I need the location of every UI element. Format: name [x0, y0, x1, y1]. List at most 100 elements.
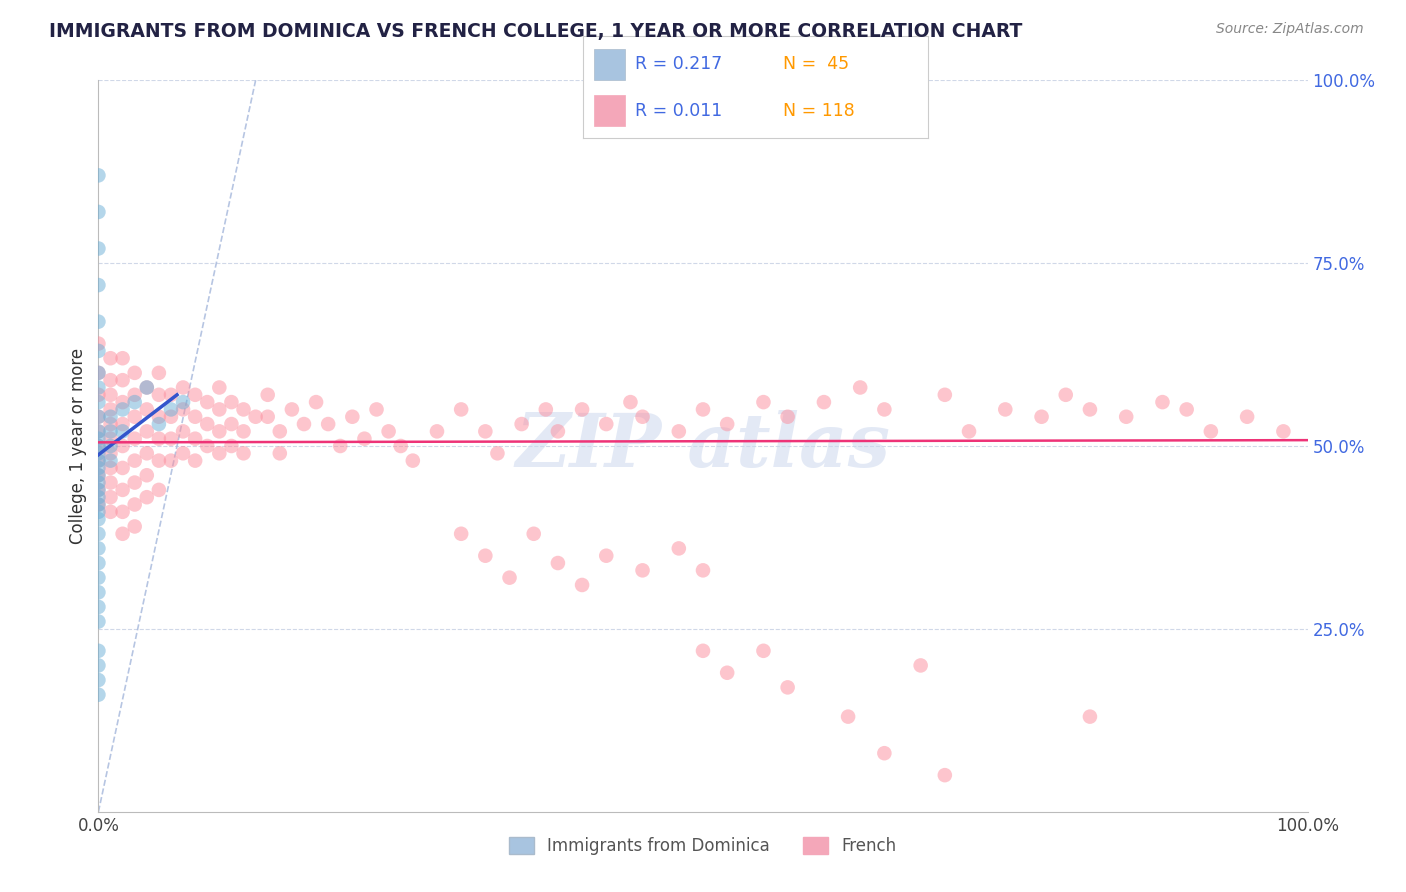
- Point: [87, 425, 110, 439]
- Point: [87, 315, 110, 329]
- Point: [160, 409, 183, 424]
- Point: [111, 402, 134, 417]
- Point: [232, 425, 254, 439]
- Point: [353, 432, 375, 446]
- Point: [148, 417, 170, 431]
- Point: [87, 512, 110, 526]
- Point: [100, 373, 122, 387]
- Point: [135, 425, 157, 439]
- Point: [87, 483, 110, 497]
- Point: [100, 453, 122, 467]
- Point: [329, 439, 352, 453]
- Point: [184, 388, 207, 402]
- Point: [87, 409, 110, 424]
- Point: [172, 402, 194, 417]
- Point: [776, 681, 799, 695]
- Point: [450, 526, 472, 541]
- Point: [87, 498, 110, 512]
- Point: [87, 505, 110, 519]
- Point: [957, 425, 980, 439]
- Point: [87, 556, 110, 570]
- Point: [305, 395, 328, 409]
- Point: [111, 439, 134, 453]
- Point: [534, 402, 557, 417]
- Point: [100, 490, 122, 504]
- Point: [100, 432, 122, 446]
- Point: [752, 395, 775, 409]
- Point: [87, 205, 110, 219]
- Point: [111, 351, 134, 366]
- Point: [87, 336, 110, 351]
- Point: [87, 615, 110, 629]
- Point: [523, 526, 546, 541]
- Point: [148, 409, 170, 424]
- Point: [256, 409, 278, 424]
- Point: [1199, 425, 1222, 439]
- Point: [124, 409, 146, 424]
- Text: Source: ZipAtlas.com: Source: ZipAtlas.com: [1216, 22, 1364, 37]
- Point: [87, 483, 110, 497]
- Point: [1115, 409, 1137, 424]
- Point: [87, 409, 110, 424]
- Point: [498, 571, 520, 585]
- Point: [316, 417, 339, 431]
- Point: [87, 366, 110, 380]
- Point: [450, 402, 472, 417]
- Point: [813, 395, 835, 409]
- Point: [111, 395, 134, 409]
- Point: [87, 541, 110, 556]
- Point: [692, 563, 714, 577]
- Point: [135, 380, 157, 394]
- Point: [124, 388, 146, 402]
- Point: [571, 578, 593, 592]
- Point: [752, 644, 775, 658]
- Point: [87, 673, 110, 687]
- Point: [87, 169, 110, 183]
- Point: [776, 409, 799, 424]
- Point: [87, 571, 110, 585]
- Point: [87, 658, 110, 673]
- Point: [195, 417, 218, 431]
- Point: [716, 665, 738, 680]
- Point: [873, 746, 896, 760]
- Point: [87, 468, 110, 483]
- Point: [716, 417, 738, 431]
- Point: [135, 446, 157, 460]
- Point: [281, 402, 304, 417]
- Point: [87, 461, 110, 475]
- Point: [208, 380, 231, 394]
- Point: [87, 366, 110, 380]
- Point: [221, 439, 243, 453]
- Point: [148, 432, 170, 446]
- Point: [292, 417, 315, 431]
- Point: [269, 425, 291, 439]
- Point: [111, 373, 134, 387]
- Point: [124, 498, 146, 512]
- Text: R = 0.011: R = 0.011: [636, 102, 723, 120]
- Point: [184, 432, 207, 446]
- Point: [87, 599, 110, 614]
- Point: [100, 409, 122, 424]
- FancyBboxPatch shape: [593, 49, 624, 79]
- Point: [245, 409, 267, 424]
- Point: [100, 446, 122, 460]
- Point: [402, 453, 425, 467]
- Point: [1078, 709, 1101, 723]
- Point: [160, 388, 183, 402]
- Point: [87, 380, 110, 394]
- Point: [195, 439, 218, 453]
- Point: [87, 644, 110, 658]
- Point: [389, 439, 412, 453]
- Point: [692, 644, 714, 658]
- Point: [184, 409, 207, 424]
- Point: [148, 483, 170, 497]
- Point: [87, 388, 110, 402]
- Point: [486, 446, 509, 460]
- Point: [184, 453, 207, 467]
- Point: [195, 395, 218, 409]
- Point: [100, 351, 122, 366]
- Point: [619, 395, 641, 409]
- Point: [148, 388, 170, 402]
- Point: [571, 402, 593, 417]
- Point: [631, 563, 654, 577]
